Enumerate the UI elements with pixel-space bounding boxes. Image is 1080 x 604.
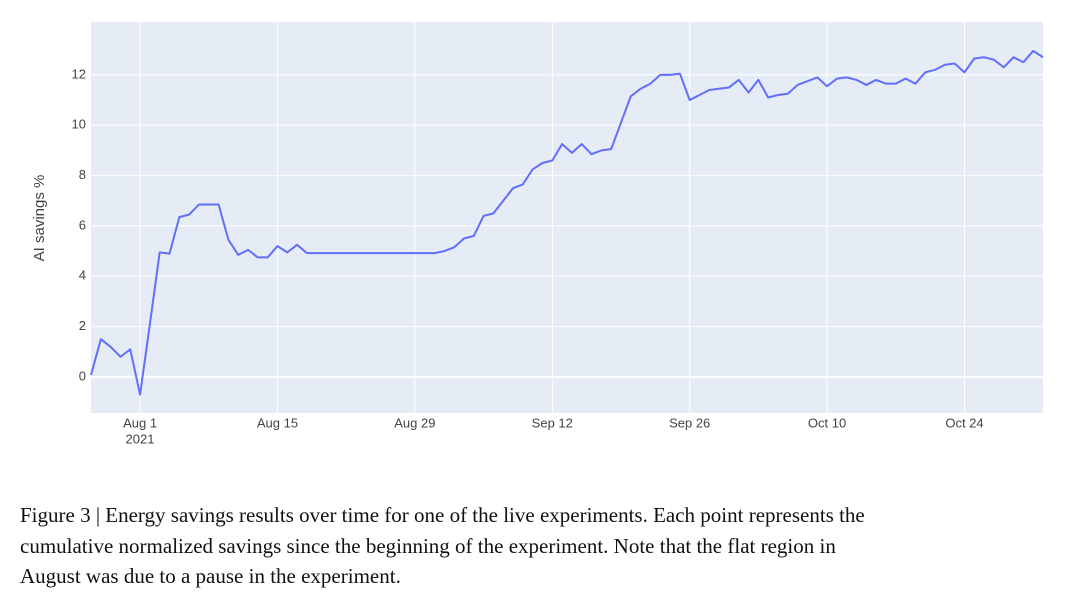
x-tick-label: Sep 26 (669, 415, 710, 430)
y-tick-label: 0 (79, 368, 86, 383)
x-tick-label: Oct 24 (945, 415, 983, 430)
y-axis-label: AI savings % (31, 175, 48, 262)
y-tick-label: 10 (72, 117, 86, 132)
x-tick-label: Aug 29 (394, 415, 435, 430)
data-line (90, 49, 1044, 396)
caption-line: Figure 3 | Energy savings results over t… (20, 503, 865, 527)
x-tick-label: Sep 12 (532, 415, 573, 430)
y-tick-label: 6 (79, 217, 86, 232)
x-year-label: 2021 (126, 431, 155, 446)
plot-background (91, 22, 1043, 413)
caption-line: cumulative normalized savings since the … (20, 534, 836, 558)
y-tick-label: 12 (72, 66, 86, 81)
y-tick-label: 2 (79, 318, 86, 333)
caption-line: August was due to a pause in the experim… (20, 564, 401, 588)
x-tick-label: Oct 10 (808, 415, 846, 430)
y-tick-label: 8 (79, 167, 86, 182)
x-tick-label: Aug 15 (257, 415, 298, 430)
x-tick-label: Aug 1 (123, 415, 157, 430)
y-tick-label: 4 (79, 268, 86, 283)
